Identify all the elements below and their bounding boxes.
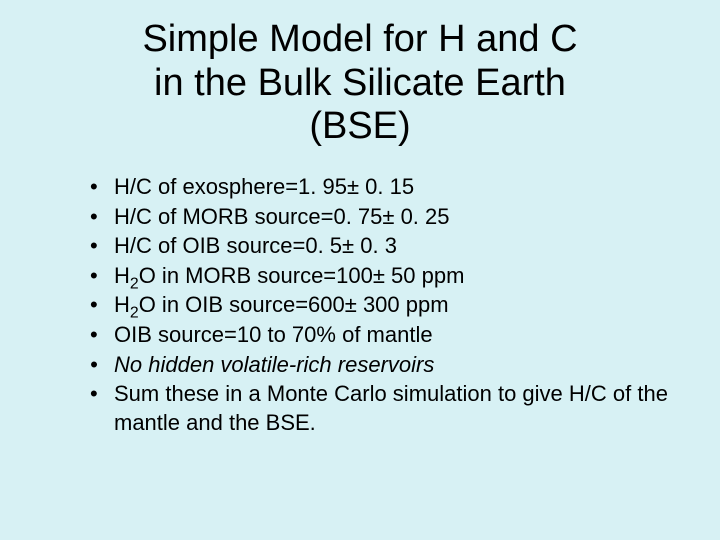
bullet-item: H2O in MORB source=100± 50 ppm — [90, 262, 690, 291]
bullet-item: No hidden volatile-rich reservoirs — [90, 351, 690, 380]
bullet-item: H/C of exosphere=1. 95± 0. 15 — [90, 173, 690, 202]
bullet-item: H2O in OIB source=600± 300 ppm — [90, 291, 690, 320]
bullet-item: H/C of OIB source=0. 5± 0. 3 — [90, 232, 690, 261]
bullet-item: H/C of MORB source=0. 75± 0. 25 — [90, 203, 690, 232]
bullet-item: Sum these in a Monte Carlo simulation to… — [90, 380, 690, 437]
slide: Simple Model for H and Cin the Bulk Sili… — [0, 0, 720, 540]
bullet-list: H/C of exosphere=1. 95± 0. 15H/C of MORB… — [30, 173, 690, 437]
bullet-item: OIB source=10 to 70% of mantle — [90, 321, 690, 350]
slide-title: Simple Model for H and Cin the Bulk Sili… — [30, 18, 690, 149]
